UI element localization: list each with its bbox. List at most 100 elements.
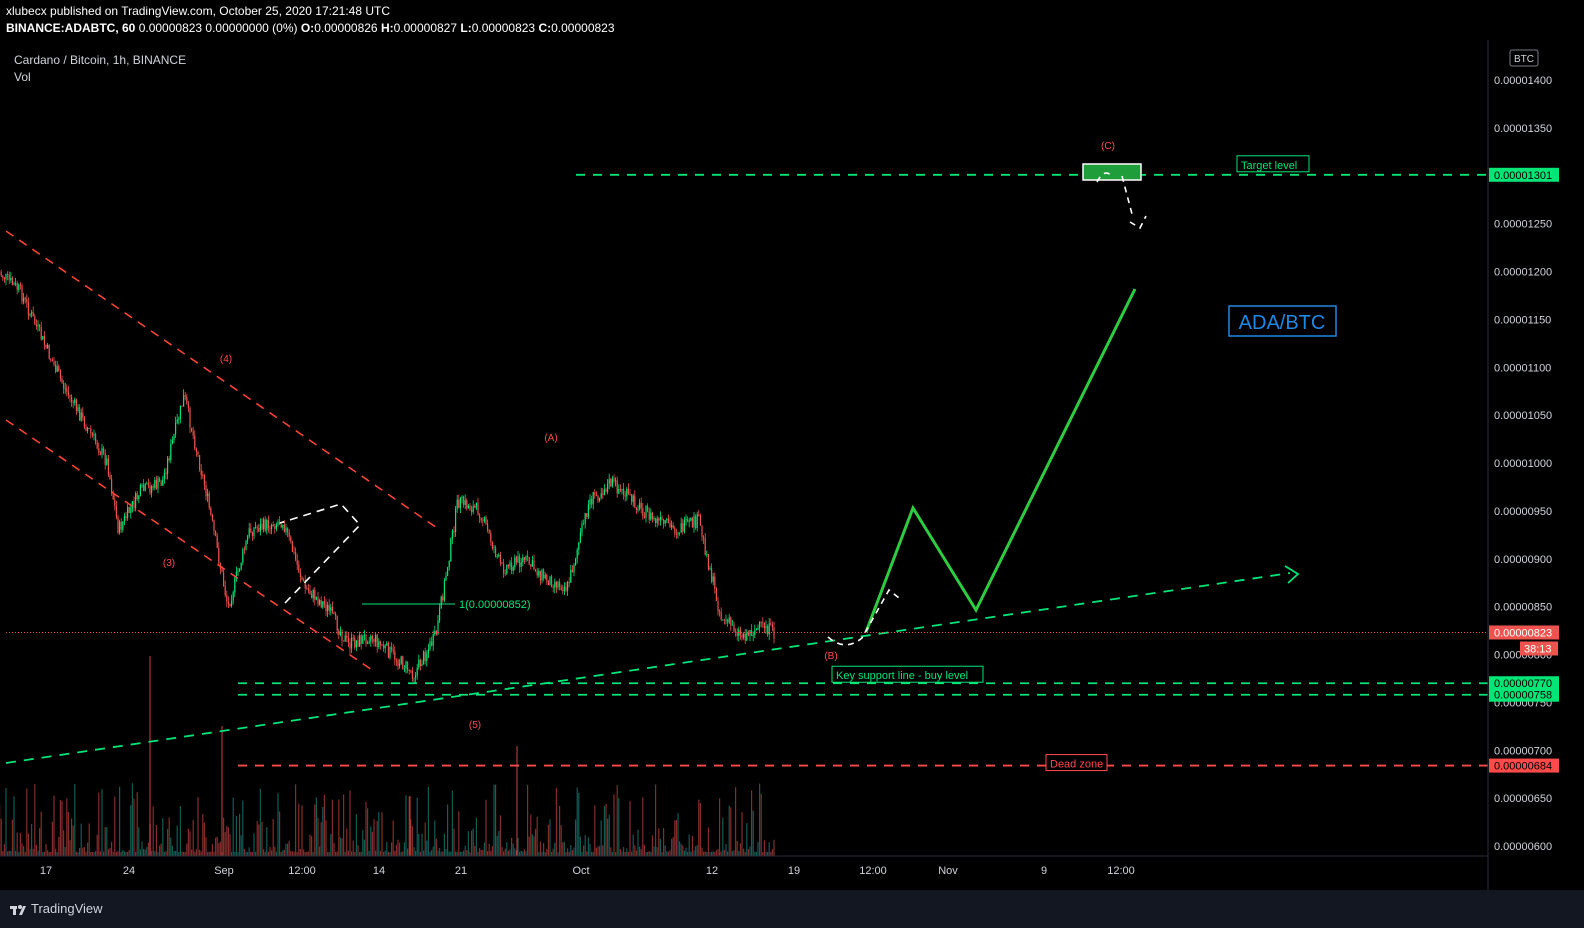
volume-bar [79,847,81,856]
candle-body [376,634,378,648]
candle-body [595,494,597,497]
volume-bar [15,851,17,856]
volume-bar [27,833,29,856]
volume-bar [395,844,397,856]
volume-bar [21,843,23,856]
volume-bar [698,799,700,856]
volume-bar [323,794,325,856]
wave-label: (4) [220,354,232,365]
current-price-label: 0.00000823 [1494,627,1552,639]
volume-bar [759,783,761,856]
volume-bar [448,851,450,856]
volume-bar [71,818,73,856]
volume-bar [410,819,412,856]
volume-bar [45,843,47,856]
candle-body [512,567,514,571]
volume-bar [135,851,137,856]
volume-bar [629,801,631,856]
candle-body [565,586,567,591]
volume-bar [277,793,279,856]
candle-body [261,523,263,529]
dead-zone-label: Dead zone [1050,759,1103,771]
volume-bar [579,836,581,856]
candle-body [530,564,532,567]
y-tick-label: 0.00000900 [1494,554,1552,566]
volume-bar [720,851,722,856]
tradingview-logo[interactable]: TradingView [10,901,103,916]
volume-bar [709,851,711,856]
candle-body [746,632,748,641]
candle-body [279,521,281,525]
volume-bar [690,851,692,856]
candle-body [123,516,125,522]
volume-bar [344,851,346,856]
candle-body [304,580,306,589]
volume-bar [101,789,103,856]
candle-body [693,516,695,527]
y-tick-label: 0.00001150 [1494,314,1551,326]
volume-bar [571,850,573,856]
volume-bar [653,846,655,856]
volume-bar [183,851,185,856]
candle-body [751,630,753,636]
candle-body [506,564,508,574]
volume-bar [581,851,583,856]
volume-bar [61,801,63,856]
volume-bar [186,843,188,856]
volume-bar [683,850,685,856]
candle-body [317,596,319,605]
candle-body [35,324,37,327]
candle-body [29,313,31,316]
candle-body [309,590,311,595]
volume-bar [755,851,757,856]
candle-body [194,435,196,450]
candle-body [442,596,444,601]
volume-bar [626,848,628,856]
volume-bar [66,798,68,856]
candle-body [471,509,473,512]
volume-bar [251,851,253,856]
volume-bar [213,851,215,856]
price-chart[interactable]: Target level Key support line - buy level… [0,0,1584,890]
volume-bar [194,851,196,856]
volume-bar [178,851,180,856]
candle-body [287,527,289,533]
candle-body [770,623,772,625]
candle-body [202,475,204,476]
volume-bar [306,851,308,856]
candle-body [266,520,268,531]
volume-bar [487,851,489,856]
volume-bar [130,805,132,856]
volume-bar [730,807,732,856]
candle-body [315,596,317,600]
candle-body [511,562,513,571]
volume-bar [317,817,319,856]
candle-body [645,506,647,518]
volume-bar [42,851,44,856]
candle-body [573,565,575,573]
candle-body [104,453,106,465]
volume-bar [437,850,439,856]
volume-bar [589,843,591,856]
candle-body [197,451,199,455]
volume-bar [176,825,178,856]
volume-bar [768,842,770,856]
volume-bar [80,823,82,856]
candle-body [763,623,765,629]
candle-body [755,629,757,631]
candle-body [538,570,540,576]
x-tick-label: Oct [572,865,589,877]
volume-bar [659,838,661,856]
volume-bar [648,850,650,856]
volume-bar [751,790,753,856]
candle-body [579,532,581,543]
candle-body [237,571,239,572]
candle-body [599,497,601,501]
candle-body [288,532,290,537]
volume-bar [704,851,706,856]
volume-bar [122,849,124,856]
volume-bar [672,837,674,856]
candle-body [223,571,225,586]
low-label: L: [460,21,472,35]
volume-bar [8,850,10,856]
